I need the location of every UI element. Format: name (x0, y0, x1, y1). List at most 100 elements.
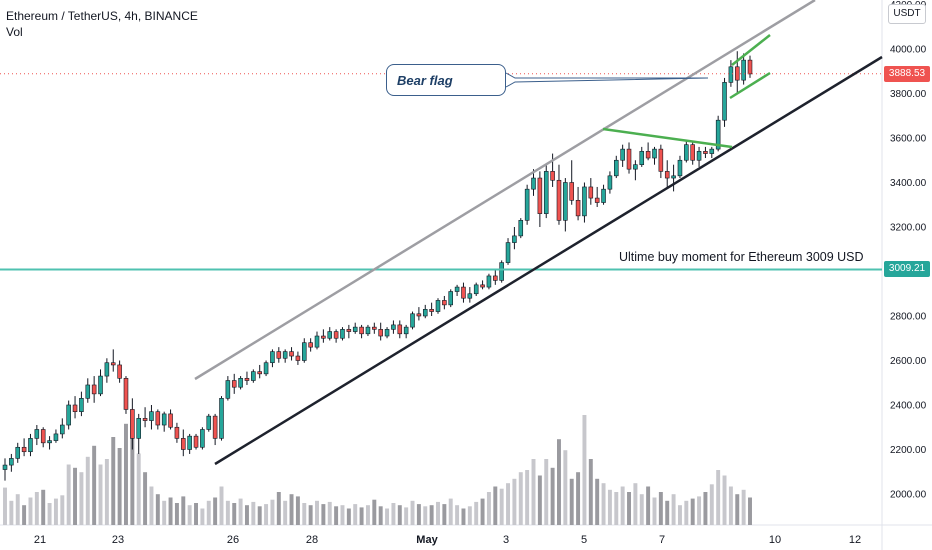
buy-level-label[interactable]: Ultime buy moment for Ethereum 3009 USD (619, 250, 864, 264)
volume-bar (467, 506, 472, 525)
volume-bar (187, 505, 192, 525)
candle-down (537, 177, 543, 214)
candle-up (60, 424, 65, 435)
volume-bar (104, 459, 109, 525)
volume-bar (60, 495, 65, 525)
volume-bar (633, 483, 638, 525)
candle-down (493, 275, 498, 281)
candle-up (301, 342, 307, 361)
candle-up (563, 182, 568, 221)
candle-up (53, 433, 59, 441)
volume-bar (620, 486, 625, 525)
volume-bar (194, 503, 198, 525)
candle-up (314, 335, 320, 348)
candle-down (244, 377, 250, 381)
volume-bar (149, 486, 154, 525)
candle-down (703, 151, 708, 154)
volume-bar (41, 489, 46, 525)
candle-down (429, 309, 434, 312)
candle-up (741, 59, 746, 81)
volume-bar (28, 497, 33, 525)
volume-bar (340, 505, 345, 525)
candle-down (626, 148, 632, 170)
volume-bar (168, 497, 173, 525)
x-tick-label: May (416, 534, 438, 546)
candle-up (263, 362, 269, 375)
candle-up (728, 66, 734, 83)
y-tick-label: 3800.00 (890, 89, 927, 100)
candle-up (614, 159, 619, 177)
candle-up (633, 164, 638, 170)
time-axis[interactable]: 21 23 26 28 May 3 5 7 10 12 (34, 534, 861, 546)
volume-bar (3, 487, 7, 525)
candle-up (104, 362, 110, 377)
volume-bar (213, 497, 218, 525)
candle-down (212, 415, 218, 439)
volume-bar (474, 501, 479, 525)
flag-top-line (602, 127, 733, 149)
volume-bar (9, 500, 14, 525)
volume-bar (436, 501, 440, 525)
candle-up (98, 375, 103, 395)
candle-up (524, 188, 530, 221)
volume-bar (225, 500, 230, 525)
volume-bar (512, 478, 517, 525)
candle-down (658, 148, 664, 172)
volume-bar (283, 500, 288, 525)
candle-down (142, 418, 148, 421)
volume-bar (423, 506, 428, 525)
y-tick-label: 2200.00 (890, 445, 927, 456)
volume-bar (518, 472, 523, 525)
candle-down (168, 413, 173, 428)
volume-bar (480, 498, 485, 525)
candle-down (588, 186, 594, 199)
candle-down (308, 342, 313, 348)
candle-up (422, 309, 428, 317)
candle-up (161, 413, 167, 426)
volume-indicator-label[interactable]: Vol (6, 25, 23, 39)
volume-bar (550, 467, 555, 525)
volume-bar (397, 505, 402, 525)
volume-bar (582, 415, 587, 525)
candle-down (40, 429, 46, 444)
x-tick-label: 26 (227, 534, 239, 546)
candle-down (346, 329, 352, 332)
candle-down (91, 384, 97, 395)
candle-up (684, 144, 689, 161)
candle-down (21, 446, 27, 453)
volume-bar (658, 492, 663, 525)
unit-badge[interactable]: USDT (888, 4, 926, 24)
channel-upper-line (194, 0, 816, 381)
volume-bar (251, 501, 256, 525)
y-tick-label: 3400.00 (890, 178, 927, 189)
candle-down (181, 438, 186, 450)
volume-bar (155, 494, 160, 525)
volume-bar (499, 488, 504, 525)
flag-channel-upper (731, 34, 771, 66)
last-price-badge: 3888.53 (884, 66, 930, 82)
candle-down (231, 380, 237, 388)
volume-bars (3, 415, 752, 525)
candle-up (270, 351, 275, 364)
candle-down (690, 144, 695, 161)
volume-bar (652, 497, 657, 525)
y-tick-label: 2800.00 (890, 312, 927, 323)
volume-bar (588, 459, 593, 525)
candle-up (722, 82, 727, 121)
volume-bar (308, 505, 313, 525)
volume-bar (461, 508, 466, 525)
candle-up (34, 429, 40, 439)
candle-up (149, 411, 154, 421)
candle-up (391, 324, 396, 330)
volume-bar (378, 506, 383, 525)
candle-up (219, 398, 224, 439)
bear-flag-callout[interactable]: Bear flag (386, 64, 506, 96)
candlestick-series (2, 51, 753, 481)
y-tick-label: 3200.00 (890, 223, 927, 234)
candle-up (505, 242, 511, 263)
volume-bar (728, 486, 733, 525)
volume-bar (410, 500, 415, 525)
channel-lower-line (214, 55, 883, 466)
x-tick-label: 7 (659, 534, 665, 546)
candle-up (435, 300, 441, 312)
